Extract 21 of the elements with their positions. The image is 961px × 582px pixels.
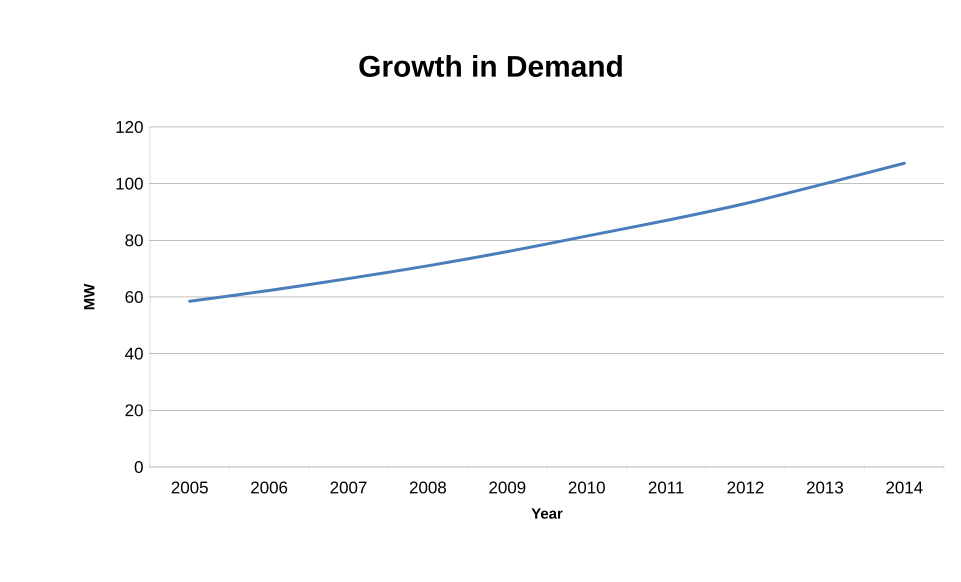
line-series bbox=[188, 162, 906, 303]
x-tick-label: 2009 bbox=[489, 482, 526, 494]
y-tick-label: 60 bbox=[126, 290, 143, 303]
x-tick-label: 2013 bbox=[806, 482, 843, 494]
y-tick-label: 80 bbox=[125, 234, 143, 246]
x-tick-label: 2010 bbox=[568, 482, 605, 494]
y-tick-label: 20 bbox=[126, 404, 143, 416]
y-axis-title: MW bbox=[84, 284, 94, 310]
chart-title: Growth in Demand bbox=[359, 55, 622, 77]
y-tick-label: 100 bbox=[116, 178, 143, 190]
x-axis-title: Year bbox=[531, 508, 563, 519]
x-tick-label: 2008 bbox=[410, 482, 446, 494]
x-tick-label: 2014 bbox=[886, 482, 923, 494]
x-tick-label: 2006 bbox=[251, 482, 288, 494]
y-tick-label: 120 bbox=[116, 120, 143, 133]
y-tick-label: 0 bbox=[134, 460, 143, 473]
x-tick-label: 2011 bbox=[648, 482, 684, 494]
x-tick-label: 2007 bbox=[330, 482, 366, 494]
x-tick-label: 2005 bbox=[172, 482, 208, 494]
x-tick-label: 2012 bbox=[728, 482, 764, 494]
y-tick-label: 40 bbox=[125, 348, 143, 360]
